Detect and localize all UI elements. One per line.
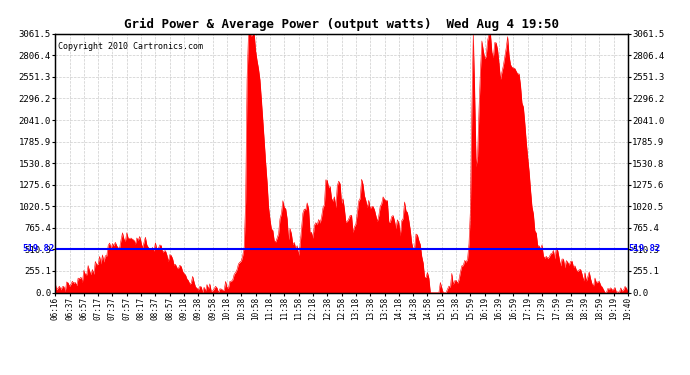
Text: 519.82: 519.82 — [22, 244, 55, 253]
Text: Copyright 2010 Cartronics.com: Copyright 2010 Cartronics.com — [58, 42, 203, 51]
Title: Grid Power & Average Power (output watts)  Wed Aug 4 19:50: Grid Power & Average Power (output watts… — [124, 18, 559, 31]
Text: 519.82: 519.82 — [629, 244, 661, 253]
